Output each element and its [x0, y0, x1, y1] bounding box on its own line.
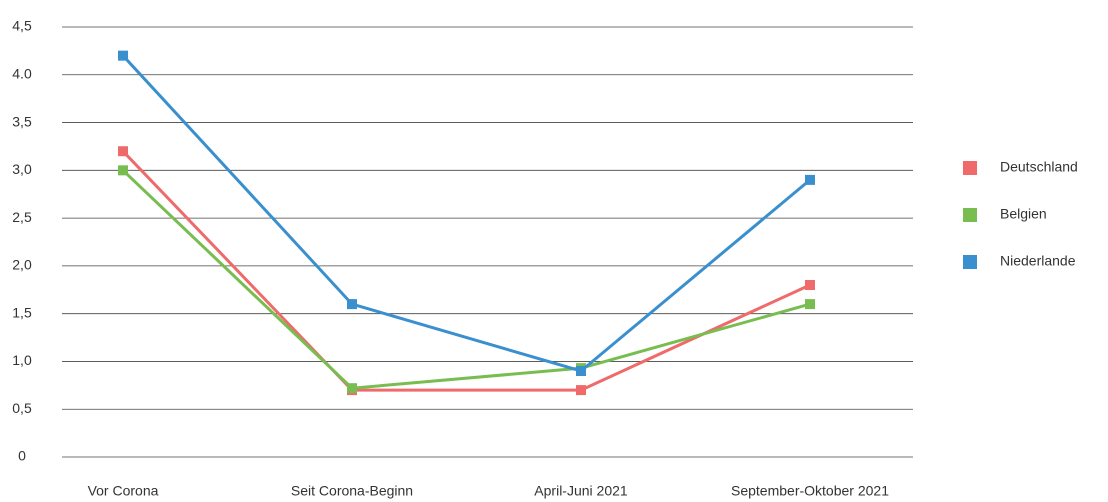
point-marker: [576, 385, 586, 396]
y-tick-label: 1,0: [12, 352, 32, 368]
y-tick-label: 2,5: [12, 209, 32, 225]
point-marker: [118, 146, 128, 157]
y-tick-label: 4.0: [12, 65, 32, 81]
legend-label: Deutschland: [1000, 159, 1078, 175]
legend-swatch: [963, 161, 977, 175]
x-tick-label: Seit Corona-Beginn: [291, 483, 413, 499]
point-marker: [805, 299, 815, 310]
x-tick-label: April-Juni 2021: [534, 483, 628, 499]
x-tick-label: Vor Corona: [88, 483, 159, 499]
y-tick-label: 0: [18, 448, 26, 464]
legend-swatch: [963, 208, 977, 222]
point-marker: [805, 174, 815, 185]
legend-label: Belgien: [1000, 206, 1047, 222]
y-tick-label: 3,5: [12, 113, 32, 129]
y-tick-label: 3,0: [12, 161, 32, 177]
point-marker: [805, 280, 815, 290]
y-tick-label: 2,0: [12, 257, 32, 273]
point-marker: [576, 366, 586, 376]
series-line: [121, 169, 811, 390]
legend-swatch: [963, 255, 977, 269]
point-marker: [118, 50, 128, 61]
y-tick-label: 1,5: [12, 304, 32, 320]
x-tick-label: September-Oktober 2021: [731, 483, 889, 499]
point-marker: [118, 165, 128, 176]
legend-label: Niederlande: [1000, 253, 1076, 269]
point-marker: [347, 383, 357, 394]
series-line: [121, 54, 811, 373]
series-line: [121, 150, 811, 392]
y-tick-label: 0,5: [12, 400, 32, 416]
point-marker: [347, 299, 357, 310]
y-tick-label: 4,5: [12, 18, 32, 34]
